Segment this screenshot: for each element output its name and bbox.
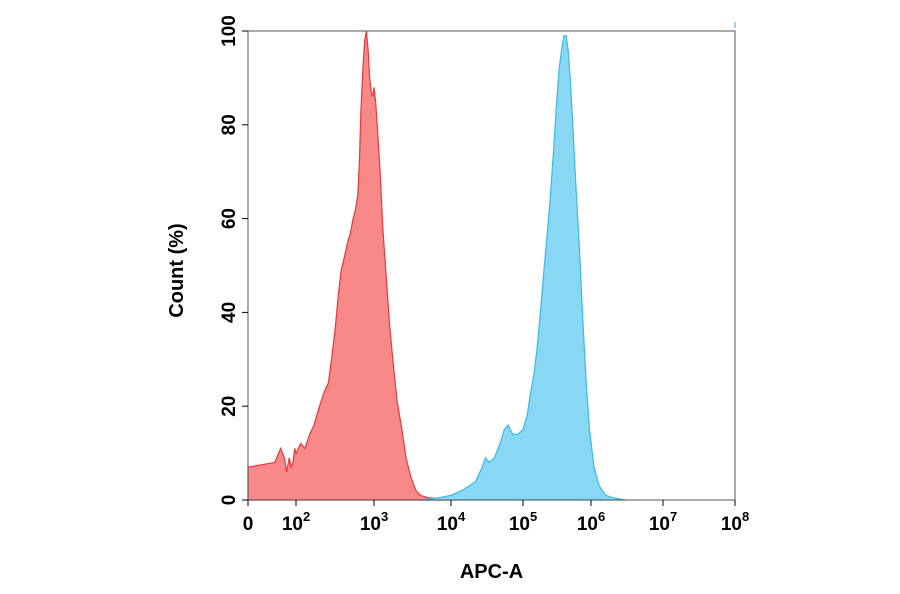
ticks-layer: 0 102 103 104 105 106 107 108 0 20 40 60 80 100 bbox=[219, 15, 749, 535]
x-tick-label: 108 bbox=[721, 509, 749, 535]
x-tick-label: 105 bbox=[509, 509, 537, 535]
axes-layer bbox=[247, 22, 736, 501]
y-tick-label: 100 bbox=[219, 15, 240, 47]
y-tick-label: 60 bbox=[219, 208, 240, 229]
x-axis-title: APC-A bbox=[460, 561, 523, 583]
histogram-area-1 bbox=[247, 30, 452, 501]
x-tick-label: 106 bbox=[577, 509, 605, 535]
y-axis-title: Count (%) bbox=[166, 223, 188, 317]
y-tick-label: 80 bbox=[219, 114, 240, 135]
x-tick-label: 0 bbox=[243, 514, 254, 535]
plot-frame bbox=[247, 30, 736, 501]
x-tick-label: 107 bbox=[649, 509, 677, 535]
x-tick-label: 103 bbox=[360, 509, 388, 535]
y-tick-label: 40 bbox=[219, 302, 240, 323]
y-tick-label: 0 bbox=[219, 495, 240, 506]
y-tick-label: 20 bbox=[219, 396, 240, 417]
x-tick-label: 102 bbox=[282, 509, 310, 535]
x-tick-label: 104 bbox=[437, 509, 466, 535]
histogram-area-2 bbox=[420, 35, 626, 501]
series-layer bbox=[247, 30, 626, 501]
